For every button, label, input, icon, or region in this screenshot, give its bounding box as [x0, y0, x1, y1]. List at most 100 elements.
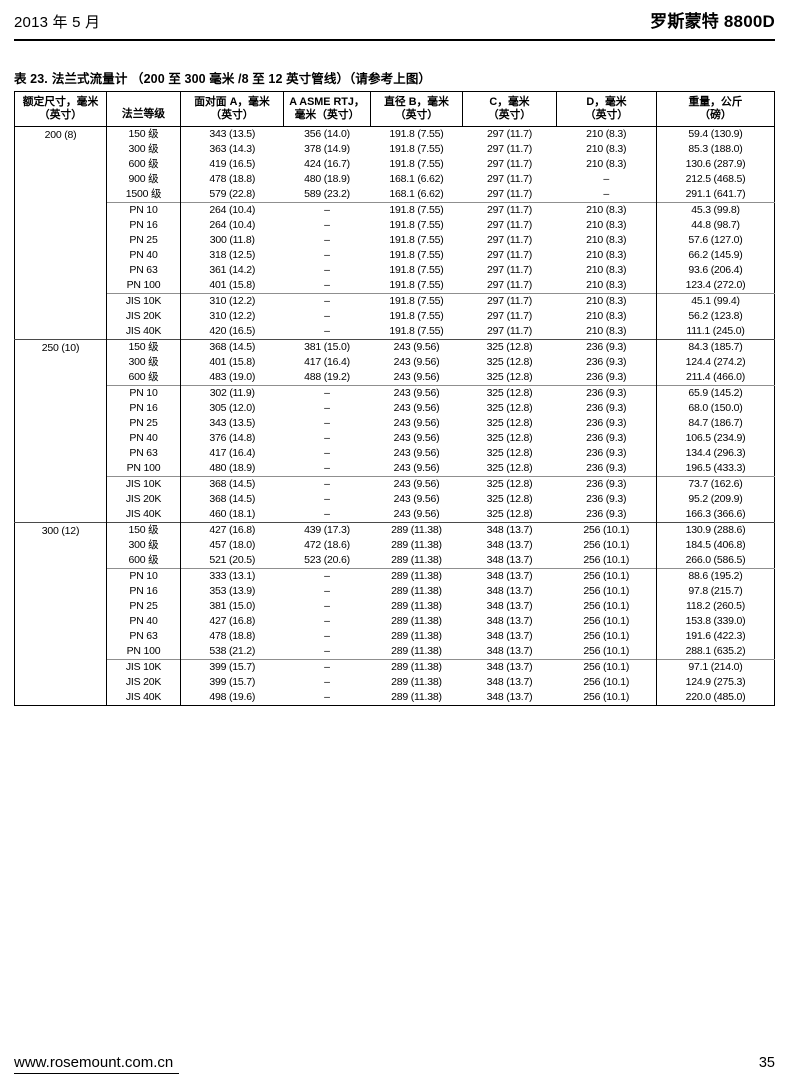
cell-d-dim: 210 (8.3): [586, 249, 627, 261]
col-header-face-a: 面对面 A，毫米 （英寸）: [180, 91, 284, 127]
cell-dia-b: 191.8 (7.55): [389, 325, 444, 337]
col-header-line1: C，毫米: [489, 96, 530, 108]
cell-c-dim: 348 (13.7): [486, 691, 533, 703]
footer-url[interactable]: www.rosemount.com.cn: [14, 1054, 180, 1074]
cell-flange-class: PN 25: [106, 599, 181, 614]
cell-d-dim: 256 (10.1): [583, 630, 630, 642]
cell-c-dim: 297 (11.7): [486, 143, 533, 155]
table-row: JIS 20K 310 (12.2) – 191.8 (7.55) 297 (11.7)…: [15, 309, 775, 324]
cell-c-dim: 348 (13.7): [486, 539, 533, 551]
table-row: PN 25 381 (15.0) – 289 (11.38) 348 (13.7) 256…: [15, 599, 775, 614]
cell-weight: 291.1 (641.7): [656, 187, 775, 203]
cell-dia-b: 243 (9.56): [393, 447, 440, 459]
cell-c-dim: 325 (12.8): [462, 385, 557, 401]
cell-asme-rtj: –: [324, 691, 330, 703]
cell-face-a: 310 (12.2): [209, 310, 256, 322]
cell-d-dim: 236 (9.3): [586, 462, 627, 474]
cell-asme-rtj: –: [324, 219, 330, 231]
cell-dia-b: 243 (9.56): [370, 385, 463, 401]
cell-flange-class: JIS 10K: [106, 476, 181, 492]
cell-flange-class: PN 16: [106, 401, 181, 416]
cell-asme-rtj: –: [324, 402, 330, 414]
cell-flange-class: JIS 20K: [106, 675, 181, 690]
table-row: 900 级 478 (18.8) 480 (18.9) 168.1 (6.62) 297…: [15, 172, 775, 187]
page-header: 2013 年 5 月 罗斯蒙特 8800D: [14, 0, 775, 32]
cell-flange-class: 300 级: [106, 355, 181, 370]
cell-asme-rtj: 417 (16.4): [304, 356, 350, 368]
col-header-line2: （英寸）: [38, 109, 83, 121]
cell-asme-rtj: –: [324, 264, 330, 276]
table-row: 300 级 401 (15.8) 417 (16.4) 243 (9.56) 325 (…: [15, 355, 775, 370]
cell-c-dim: 348 (13.7): [486, 676, 533, 688]
cell-d-dim: 236 (9.3): [586, 417, 627, 429]
cell-size: 300 (12): [14, 522, 107, 706]
cell-flange-class: PN 10: [106, 385, 181, 401]
table-row: PN 16 305 (12.0) – 243 (9.56) 325 (12.8) 236 …: [15, 401, 775, 416]
cell-face-a: 498 (19.6): [209, 691, 256, 703]
cell-c-dim: 348 (13.7): [486, 615, 533, 627]
cell-dia-b: 243 (9.56): [370, 476, 463, 492]
cell-flange-class: JIS 20K: [106, 492, 181, 507]
cell-c-dim: 297 (11.7): [486, 325, 533, 337]
col-header-asme-rtj: A ASME RTJ， 毫米（英寸）: [283, 91, 371, 127]
cell-c-dim: 297 (11.7): [486, 128, 533, 140]
cell-c-dim: 297 (11.7): [486, 173, 533, 185]
col-header-size: 额定尺寸，毫米 （英寸）: [14, 91, 107, 127]
table-row: PN 100 401 (15.8) – 191.8 (7.55) 297 (11.7) 2…: [15, 278, 775, 294]
cell-dia-b: 191.8 (7.55): [389, 264, 444, 276]
cell-weight: 123.4 (272.0): [656, 278, 775, 294]
cell-weight: 124.9 (275.3): [656, 675, 775, 690]
table-title: 表 23. 法兰式流量计 （200 至 300 毫米 /8 至 12 英寸管线）（…: [14, 68, 775, 87]
cell-weight: 95.2 (209.9): [656, 492, 775, 507]
cell-asme-rtj: –: [324, 600, 330, 612]
cell-asme-rtj: –: [324, 417, 330, 429]
cell-flange-class: PN 40: [106, 431, 181, 446]
cell-face-a: 427 (16.8): [209, 615, 256, 627]
cell-weight: 211.4 (466.0): [656, 370, 775, 386]
cell-weight: 84.3 (185.7): [656, 339, 775, 355]
cell-face-a: 460 (18.1): [209, 508, 256, 520]
cell-flange-class: 600 级: [106, 370, 181, 386]
cell-weight: 73.7 (162.6): [656, 476, 775, 492]
cell-c-dim: 297 (11.7): [462, 293, 557, 309]
cell-c-dim: 297 (11.7): [486, 249, 533, 261]
cell-size: 200 (8): [44, 129, 77, 141]
cell-flange-class: 1500 级: [106, 187, 181, 203]
table-row: JIS 40K 498 (19.6) – 289 (11.38) 348 (13.7) 2…: [15, 690, 775, 706]
cell-c-dim: 325 (12.8): [462, 476, 557, 492]
cell-asme-rtj: 480 (18.9): [304, 173, 350, 185]
table-row: PN 40 427 (16.8) – 289 (11.38) 348 (13.7) 256…: [15, 614, 775, 629]
col-header-line1: D，毫米: [586, 96, 627, 108]
cell-c-dim: 348 (13.7): [486, 600, 533, 612]
cell-asme-rtj: –: [324, 493, 330, 505]
col-header-flange-class: 法兰等级: [106, 91, 181, 127]
table-row: PN 10 264 (10.4) –191.8 (7.55) 297 (11.7) 21…: [15, 202, 775, 218]
cell-c-dim: 348 (13.7): [486, 630, 533, 642]
cell-c-dim: 297 (11.7): [486, 219, 533, 231]
cell-d-dim: 236 (9.3): [586, 447, 627, 459]
cell-flange-class: 150 级: [106, 522, 181, 538]
cell-weight: 130.6 (287.9): [656, 157, 775, 172]
cell-face-a: 478 (18.8): [209, 173, 256, 185]
cell-d-dim: –: [603, 173, 610, 185]
table-header: 额定尺寸，毫米 （英寸） 法兰等级 面对面 A，毫米 （英寸） A ASME RTJ， 毫米…: [14, 91, 775, 127]
col-header-d-dim: D，毫米 （英寸）: [556, 91, 657, 127]
cell-face-a: 401 (15.8): [209, 279, 256, 291]
cell-weight: 111.1 (245.0): [656, 324, 775, 340]
cell-flange-class: JIS 40K: [106, 324, 181, 340]
cell-dia-b: 289 (11.38): [391, 600, 442, 612]
cell-d-dim: 256 (10.1): [556, 568, 657, 584]
table-row: PN 10 333 (13.1) –289 (11.38) 348 (13.7) 256…: [15, 568, 775, 584]
cell-face-a: 579 (22.8): [209, 188, 256, 200]
col-header-line2: （英寸）: [210, 109, 254, 121]
cell-d-dim: 236 (9.3): [556, 339, 657, 355]
cell-c-dim: 348 (13.7): [462, 522, 557, 538]
col-header-line2: （英寸）: [584, 109, 629, 121]
table-row: PN 25 343 (13.5) – 243 (9.56) 325 (12.8) 236 …: [15, 416, 775, 431]
cell-weight: 134.4 (296.3): [656, 446, 775, 461]
cell-d-dim: 236 (9.3): [556, 476, 657, 492]
cell-c-dim: 297 (11.7): [462, 202, 557, 218]
cell-asme-rtj: 378 (14.9): [304, 143, 350, 155]
cell-d-dim: 210 (8.3): [556, 293, 657, 309]
col-header-line2: （英寸）: [487, 109, 532, 121]
